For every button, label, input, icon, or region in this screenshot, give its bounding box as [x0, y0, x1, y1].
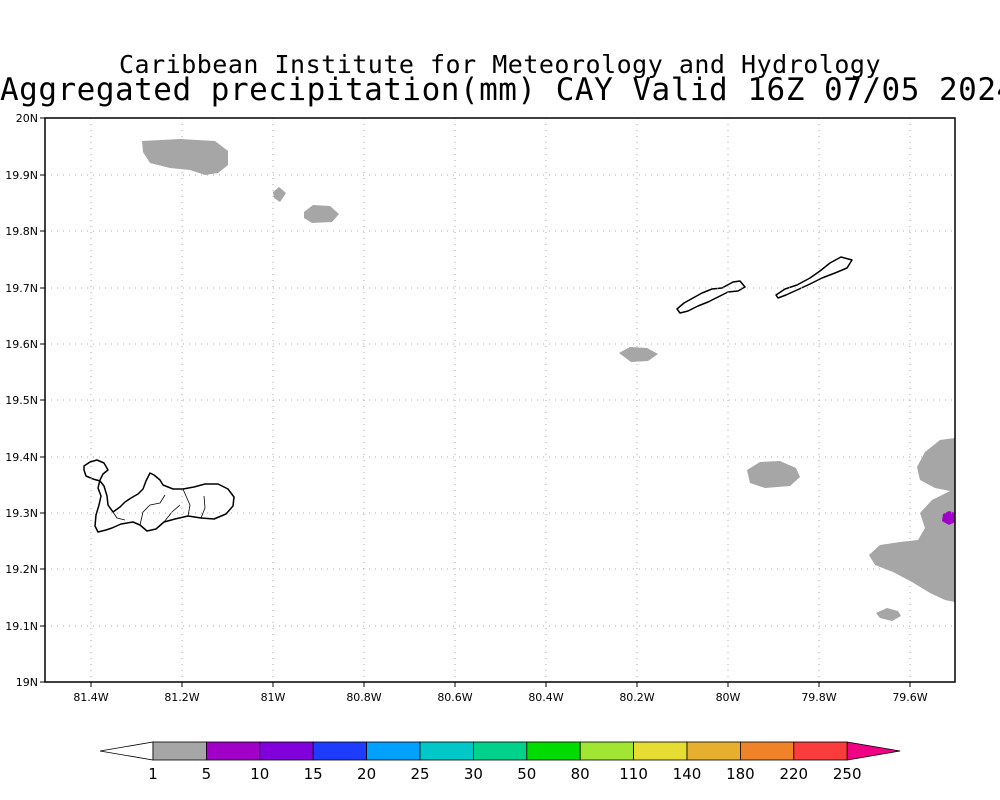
colorbar-over-triangle: [846, 741, 901, 761]
colorbar-box: [686, 741, 741, 761]
colorbar-box: [259, 741, 314, 761]
colorbar-box: [152, 741, 207, 761]
lon-label: 81.4W: [73, 691, 108, 704]
colorbar-box: [793, 741, 848, 761]
lat-label: 19.6N: [5, 338, 38, 351]
precip-region-small-cell-3: [876, 608, 901, 621]
lat-label: 19.4N: [5, 451, 38, 464]
colorbar-label: 1: [148, 765, 158, 783]
precip-region-small-cell-2: [304, 205, 339, 223]
precip-region-small-cell-1: [273, 187, 286, 202]
lat-label: 19.5N: [5, 394, 38, 407]
colorbar-label: 20: [357, 765, 376, 783]
colorbar-under-triangle: [99, 741, 154, 761]
colorbar-box: [579, 741, 635, 761]
colorbar-label: 140: [673, 765, 702, 783]
colorbar-box: [366, 741, 421, 761]
lat-label: 19.7N: [5, 282, 38, 295]
colorbar-label: 250: [833, 765, 862, 783]
grid-lines: [45, 118, 955, 682]
precip-region-east-band: [869, 438, 955, 602]
grand-cayman-district-lines: [112, 488, 206, 526]
title-line-2: Aggregated precipitation(mm) CAY Valid 1…: [0, 72, 1000, 108]
grand-cayman-island: [83, 459, 235, 533]
colorbar-box: [419, 741, 474, 761]
lat-label: 20N: [16, 112, 38, 125]
precipitation-layer: [142, 139, 955, 621]
colorbar-label: 5: [202, 765, 212, 783]
lon-label: 81W: [261, 691, 286, 704]
little-cayman-island: [676, 280, 746, 314]
colorbar-label: 180: [726, 765, 755, 783]
colorbar-label: 110: [619, 765, 648, 783]
lat-label: 19N: [16, 676, 38, 689]
title-line-1: Caribbean Institute for Meteorology and …: [118, 50, 881, 79]
colorbar-box: [740, 741, 795, 761]
colorbar: 1 5 10 15 20 25 30 50 80 110 140 180 220 250: [99, 741, 901, 783]
colorbar-label: 30: [464, 765, 483, 783]
colorbar-box: [633, 741, 688, 761]
precip-region-north-grand-cayman: [142, 139, 228, 175]
colorbar-box: [526, 741, 581, 761]
precip-region-cell-79-9w: [747, 461, 800, 488]
longitude-labels: 81.4W 81.2W 81W 80.8W 80.6W 80.4W 80.2W …: [73, 691, 927, 704]
land-outlines: [83, 256, 853, 533]
lon-label: 80.6W: [437, 691, 472, 704]
latitude-labels: 20N 19.9N 19.8N 19.7N 19.6N 19.5N 19.4N …: [5, 112, 38, 689]
colorbar-label: 15: [304, 765, 323, 783]
lat-label: 19.3N: [5, 507, 38, 520]
lon-label: 80.8W: [346, 691, 381, 704]
lat-label: 19.2N: [5, 563, 38, 576]
colorbar-label: 50: [517, 765, 536, 783]
lon-label: 79.6W: [892, 691, 927, 704]
colorbar-box: [205, 741, 261, 761]
lon-label: 80.2W: [619, 691, 654, 704]
colorbar-label: 10: [250, 765, 269, 783]
lat-label: 19.9N: [5, 169, 38, 182]
tick-marks: [40, 117, 911, 687]
lat-label: 19.8N: [5, 225, 38, 238]
colorbar-box: [472, 741, 528, 761]
lon-label: 80W: [716, 691, 741, 704]
colorbar-box: [312, 741, 368, 761]
lon-label: 79.8W: [801, 691, 836, 704]
colorbar-label: 220: [779, 765, 808, 783]
colorbar-label: 80: [571, 765, 590, 783]
colorbar-label: 25: [410, 765, 429, 783]
lon-label: 81.2W: [164, 691, 199, 704]
precip-region-cell-80-2w: [619, 347, 658, 362]
precip-region-purple-spot: [942, 511, 955, 525]
lat-label: 19.1N: [5, 620, 38, 633]
lon-label: 80.4W: [528, 691, 563, 704]
cayman-brac-island: [775, 256, 853, 299]
